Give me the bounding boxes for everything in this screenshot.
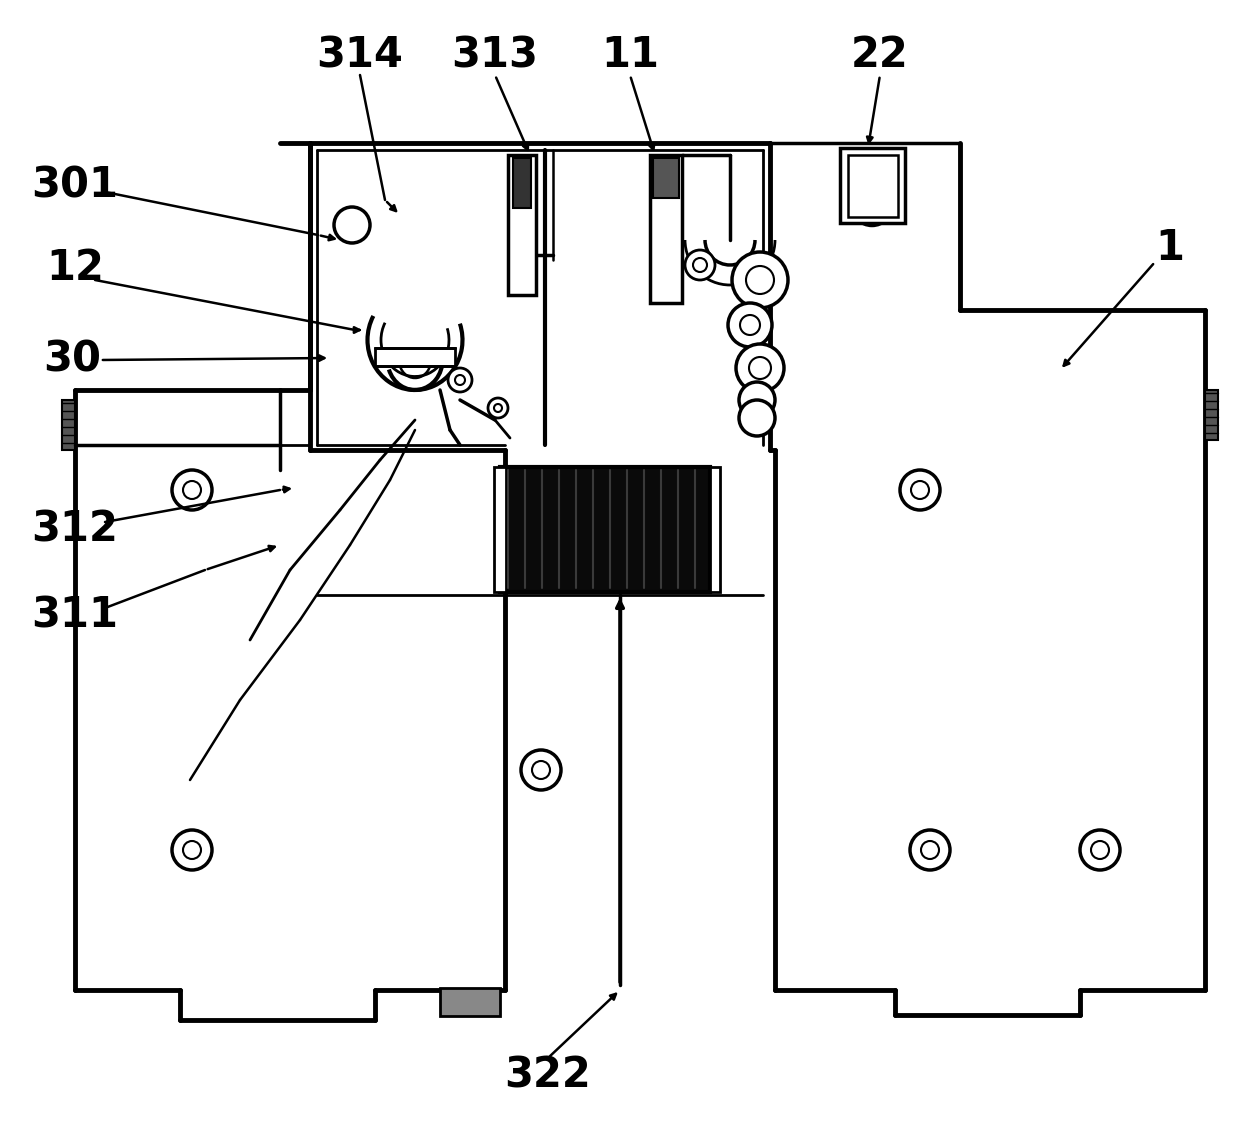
Text: 313: 313 (451, 34, 538, 76)
Bar (440, 988, 500, 1016)
Bar (500, 467, 711, 592)
Text: 301: 301 (31, 164, 119, 206)
Bar (650, 155, 682, 303)
Bar (848, 155, 898, 217)
Text: 322: 322 (505, 1054, 591, 1096)
Circle shape (684, 250, 715, 280)
Circle shape (739, 400, 775, 435)
Text: 312: 312 (31, 509, 119, 551)
Bar (1205, 390, 1218, 440)
Circle shape (740, 316, 760, 335)
Circle shape (911, 481, 929, 499)
Circle shape (184, 481, 201, 499)
Circle shape (494, 404, 502, 412)
Bar (513, 158, 531, 208)
Circle shape (749, 357, 771, 379)
Bar (494, 467, 506, 592)
Bar (653, 158, 680, 198)
Circle shape (737, 344, 784, 392)
Circle shape (532, 761, 551, 779)
Circle shape (448, 368, 472, 392)
Circle shape (728, 303, 773, 347)
Text: 12: 12 (46, 247, 104, 290)
Bar (62, 400, 74, 450)
Bar (839, 148, 905, 223)
Text: 22: 22 (851, 34, 909, 76)
Circle shape (172, 470, 212, 510)
Circle shape (184, 841, 201, 860)
Circle shape (900, 470, 940, 510)
Text: 11: 11 (601, 34, 658, 76)
Text: 314: 314 (316, 34, 403, 76)
Circle shape (732, 252, 787, 308)
Circle shape (521, 750, 560, 789)
Circle shape (746, 266, 774, 294)
Circle shape (693, 258, 707, 271)
Circle shape (172, 830, 212, 870)
Circle shape (1091, 841, 1109, 860)
Circle shape (739, 382, 775, 418)
Text: 311: 311 (31, 594, 119, 636)
Circle shape (910, 830, 950, 870)
Circle shape (334, 207, 370, 243)
Circle shape (489, 398, 508, 418)
Bar (508, 155, 536, 295)
Circle shape (455, 375, 465, 385)
Bar (711, 467, 720, 592)
Text: 1: 1 (1156, 227, 1184, 269)
Bar (374, 348, 455, 366)
Circle shape (921, 841, 939, 860)
Circle shape (1080, 830, 1120, 870)
Text: 30: 30 (43, 339, 100, 381)
